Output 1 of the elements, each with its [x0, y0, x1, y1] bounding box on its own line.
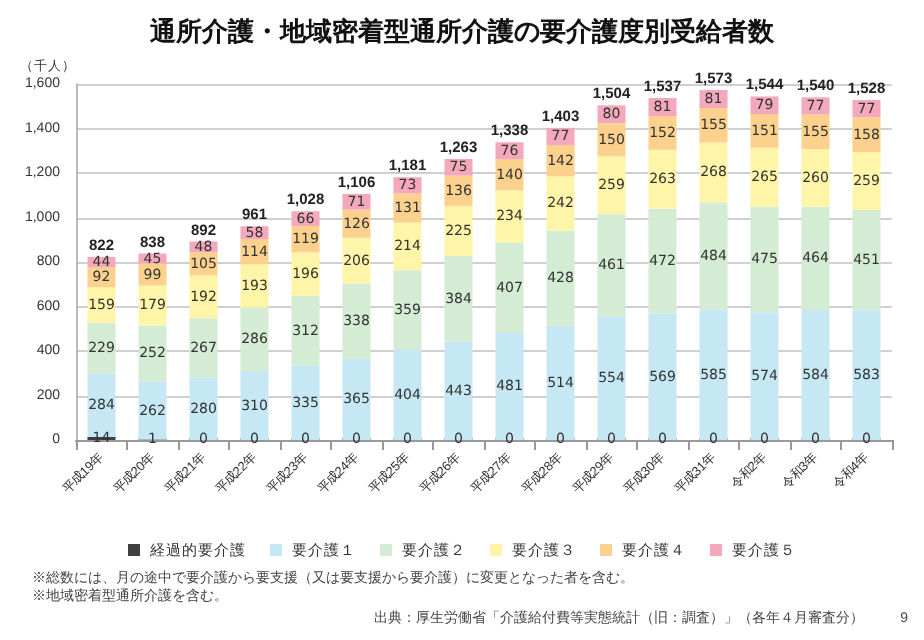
chart-title: 通所介護・地域密着型通所介護の要介護度別受給者数 [148, 16, 776, 46]
